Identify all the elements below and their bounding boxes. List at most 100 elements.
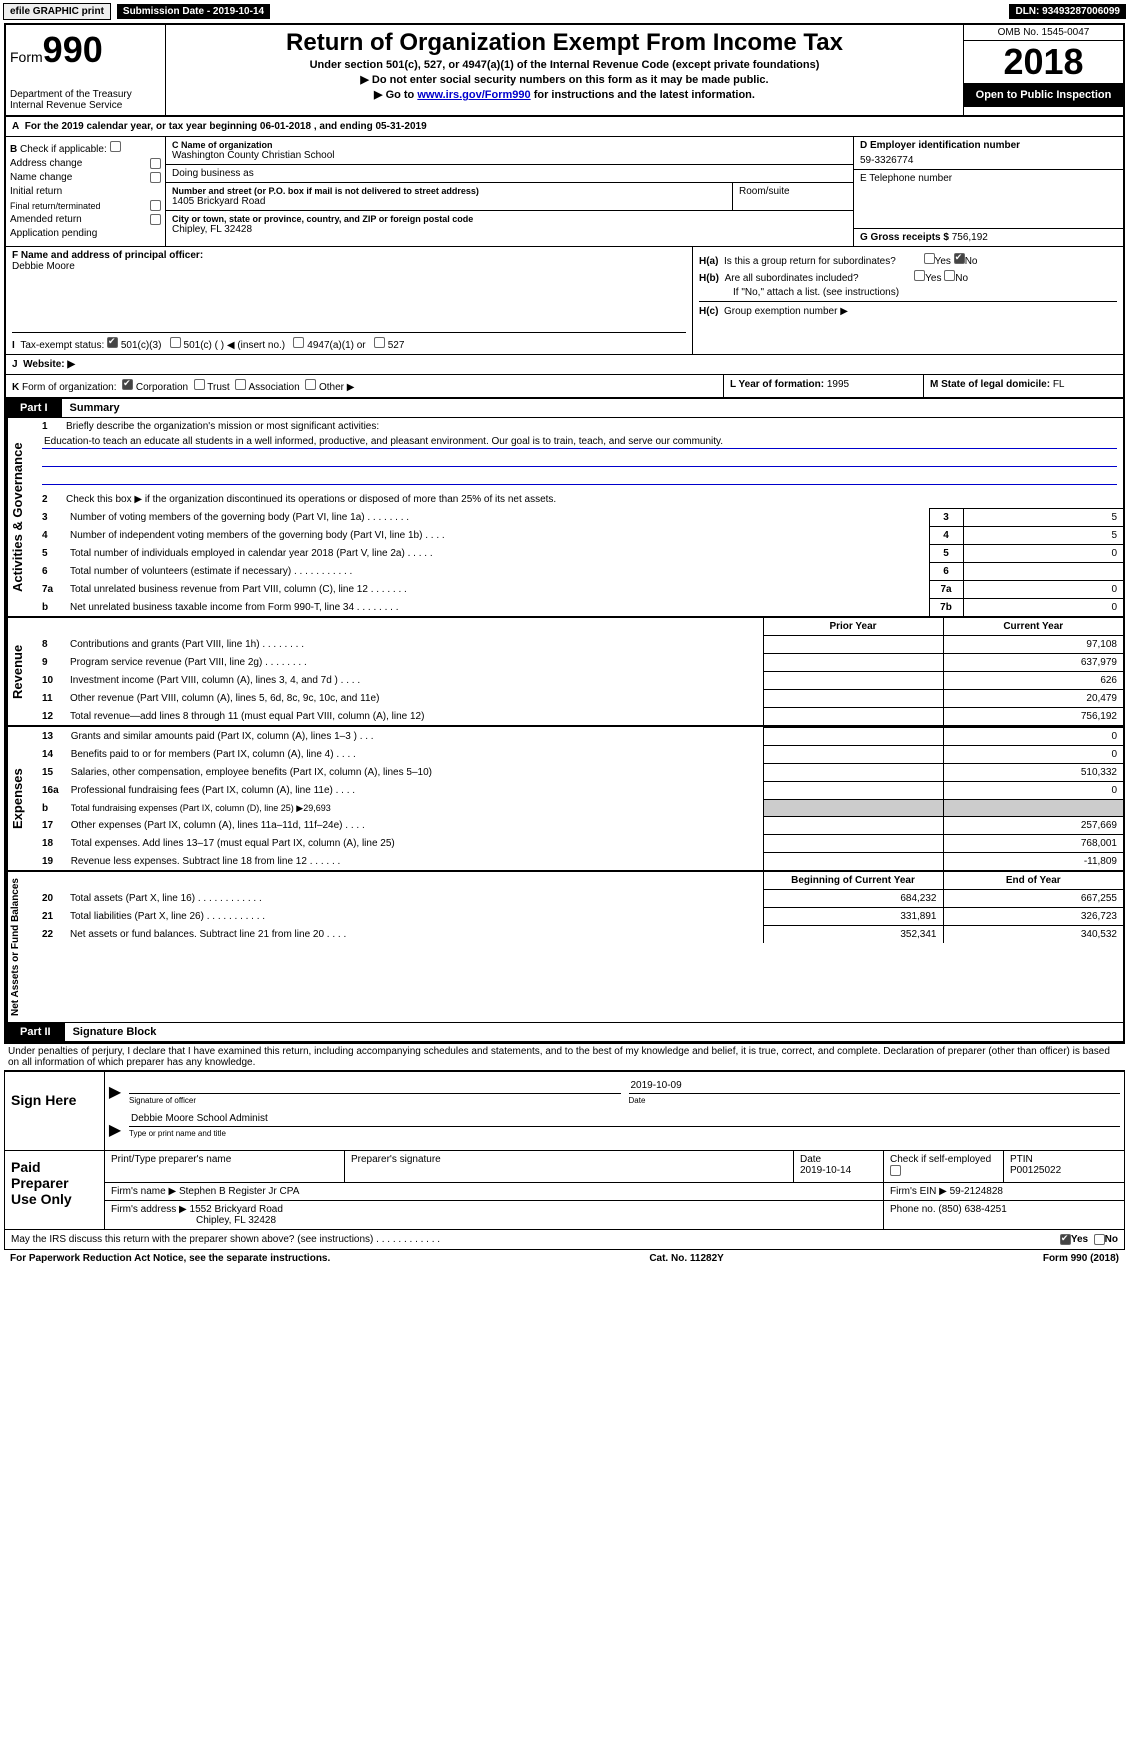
firm-name: Firm's name ▶ Stephen B Register Jr CPA — [105, 1183, 884, 1200]
checkbox[interactable] — [914, 270, 925, 281]
line-j: J Website: ▶ — [6, 355, 1123, 375]
form-number: 990 — [43, 29, 103, 70]
table-row: 6Total number of volunteers (estimate if… — [36, 563, 1123, 581]
sign-date: 2019-10-09 — [629, 1078, 1121, 1094]
ein: 59-3326774 — [860, 155, 1117, 166]
table-row: 18Total expenses. Add lines 13–17 (must … — [36, 835, 1123, 853]
dept-treasury: Department of the Treasury — [10, 89, 161, 100]
form-container: Form990 Department of the Treasury Inter… — [4, 23, 1125, 1044]
table-row: 14Benefits paid to or for members (Part … — [36, 746, 1123, 764]
subtitle-2: ▶ Do not enter social security numbers o… — [170, 73, 959, 86]
table-row: 19Revenue less expenses. Subtract line 1… — [36, 853, 1123, 871]
checkbox[interactable] — [374, 337, 385, 348]
org-name: Washington County Christian School — [172, 150, 847, 161]
checkbox[interactable] — [954, 253, 965, 264]
table-row: bTotal fundraising expenses (Part IX, co… — [36, 800, 1123, 817]
tax-year: 2018 — [964, 41, 1123, 83]
row-f-h: F Name and address of principal officer:… — [6, 247, 1123, 355]
checkbox[interactable] — [944, 270, 955, 281]
form-title: Return of Organization Exempt From Incom… — [170, 29, 959, 57]
irs-link[interactable]: www.irs.gov/Form990 — [417, 89, 530, 101]
room-label: Room/suite — [739, 186, 847, 197]
subtitle-3: ▶ Go to www.irs.gov/Form990 for instruct… — [170, 88, 959, 101]
firm-phone: Phone no. (850) 638-4251 — [884, 1201, 1124, 1229]
table-row: 9Program service revenue (Part VIII, lin… — [36, 654, 1123, 672]
table-row: 16aProfessional fundraising fees (Part I… — [36, 782, 1123, 800]
table-row: bNet unrelated business taxable income f… — [36, 599, 1123, 617]
row-k-l-m: K Form of organization: Corporation Trus… — [6, 375, 1123, 399]
governance-table: 3Number of voting members of the governi… — [36, 508, 1123, 616]
irs-label: Internal Revenue Service — [10, 100, 161, 111]
state-domicile: FL — [1053, 379, 1065, 390]
section-net-assets: Net Assets or Fund Balances Beginning of… — [6, 872, 1123, 1023]
form-ref: Form 990 (2018) — [1043, 1253, 1119, 1264]
table-row: 17Other expenses (Part IX, column (A), l… — [36, 817, 1123, 835]
phone-label: E Telephone number — [860, 173, 1117, 184]
perjury-text: Under penalties of perjury, I declare th… — [4, 1044, 1125, 1070]
dba-label: Doing business as — [172, 168, 847, 179]
table-row: 11Other revenue (Part VIII, column (A), … — [36, 690, 1123, 708]
expenses-table: 13Grants and similar amounts paid (Part … — [36, 727, 1123, 870]
checkbox[interactable] — [924, 253, 935, 264]
checkbox-no[interactable] — [1094, 1234, 1105, 1245]
part-ii-header: Part II Signature Block — [6, 1023, 1123, 1042]
firm-ein: Firm's EIN ▶ 59-2124828 — [884, 1183, 1124, 1200]
table-row: 15Salaries, other compensation, employee… — [36, 764, 1123, 782]
table-row: 7aTotal unrelated business revenue from … — [36, 581, 1123, 599]
officer-name: Debbie Moore — [12, 261, 686, 272]
firm-address: Firm's address ▶ 1552 Brickyard Road — [111, 1204, 877, 1215]
form-label: Form — [10, 49, 43, 65]
section-governance: Activities & Governance 1 Briefly descri… — [6, 418, 1123, 618]
table-row: 12Total revenue—add lines 8 through 11 (… — [36, 708, 1123, 726]
gross-receipts: 756,192 — [952, 232, 988, 243]
checkbox[interactable] — [150, 158, 161, 169]
table-row: 10Investment income (Part VIII, column (… — [36, 672, 1123, 690]
checkbox[interactable] — [150, 214, 161, 225]
checkbox[interactable] — [890, 1165, 901, 1176]
checkbox[interactable] — [293, 337, 304, 348]
officer-printed: Debbie Moore School Administ — [129, 1111, 1120, 1127]
part-i-header: Part I Summary — [6, 399, 1123, 418]
checkbox[interactable] — [194, 379, 205, 390]
top-bar: efile GRAPHIC print Submission Date - 20… — [0, 0, 1129, 23]
revenue-table: Prior Year Current Year 8Contributions a… — [36, 618, 1123, 725]
box-d-e-g: D Employer identification number 59-3326… — [853, 137, 1123, 246]
prep-date: 2019-10-14 — [800, 1165, 877, 1176]
street: 1405 Brickyard Road — [172, 196, 726, 207]
checkbox[interactable] — [150, 172, 161, 183]
checkbox[interactable] — [235, 379, 246, 390]
ptin: P00125022 — [1010, 1165, 1118, 1176]
efile-button[interactable]: efile GRAPHIC print — [3, 3, 111, 20]
discuss-row: May the IRS discuss this return with the… — [4, 1230, 1125, 1250]
box-c: C Name of organization Washington County… — [166, 137, 853, 246]
table-row: 4Number of independent voting members of… — [36, 527, 1123, 545]
checkbox-yes[interactable] — [1060, 1234, 1071, 1245]
form-header: Form990 Department of the Treasury Inter… — [6, 25, 1123, 117]
table-row: 5Total number of individuals employed in… — [36, 545, 1123, 563]
line-a: A For the 2019 calendar year, or tax yea… — [6, 117, 1123, 137]
dln: DLN: 93493287006099 — [1009, 4, 1126, 19]
box-b: B Check if applicable: Address change Na… — [6, 137, 166, 246]
net-table: Beginning of Current Year End of Year 20… — [36, 872, 1123, 943]
table-row: 20Total assets (Part X, line 16) . . . .… — [36, 890, 1123, 908]
open-public: Open to Public Inspection — [964, 83, 1123, 107]
checkbox[interactable] — [150, 200, 161, 211]
submission-date: Submission Date - 2019-10-14 — [117, 4, 270, 19]
paid-preparer: Paid Preparer Use Only Print/Type prepar… — [4, 1151, 1125, 1230]
checkbox[interactable] — [170, 337, 181, 348]
sign-here: Sign Here ▶▶ Signature of officer 2019-1… — [4, 1070, 1125, 1151]
table-row: 3Number of voting members of the governi… — [36, 509, 1123, 527]
arrow-icon: ▶▶ — [105, 1072, 125, 1150]
year-formation: 1995 — [827, 379, 849, 390]
city: Chipley, FL 32428 — [172, 224, 847, 235]
checkbox[interactable] — [305, 379, 316, 390]
section-header-boxes: B Check if applicable: Address change Na… — [6, 137, 1123, 247]
footer: For Paperwork Reduction Act Notice, see … — [4, 1250, 1125, 1267]
section-expenses: Expenses 13Grants and similar amounts pa… — [6, 727, 1123, 872]
omb-number: OMB No. 1545-0047 — [964, 25, 1123, 41]
checkbox[interactable] — [110, 141, 121, 152]
table-row: 13Grants and similar amounts paid (Part … — [36, 728, 1123, 746]
checkbox-501c3[interactable] — [107, 337, 118, 348]
checkbox[interactable] — [122, 379, 133, 390]
table-row: 22Net assets or fund balances. Subtract … — [36, 926, 1123, 944]
